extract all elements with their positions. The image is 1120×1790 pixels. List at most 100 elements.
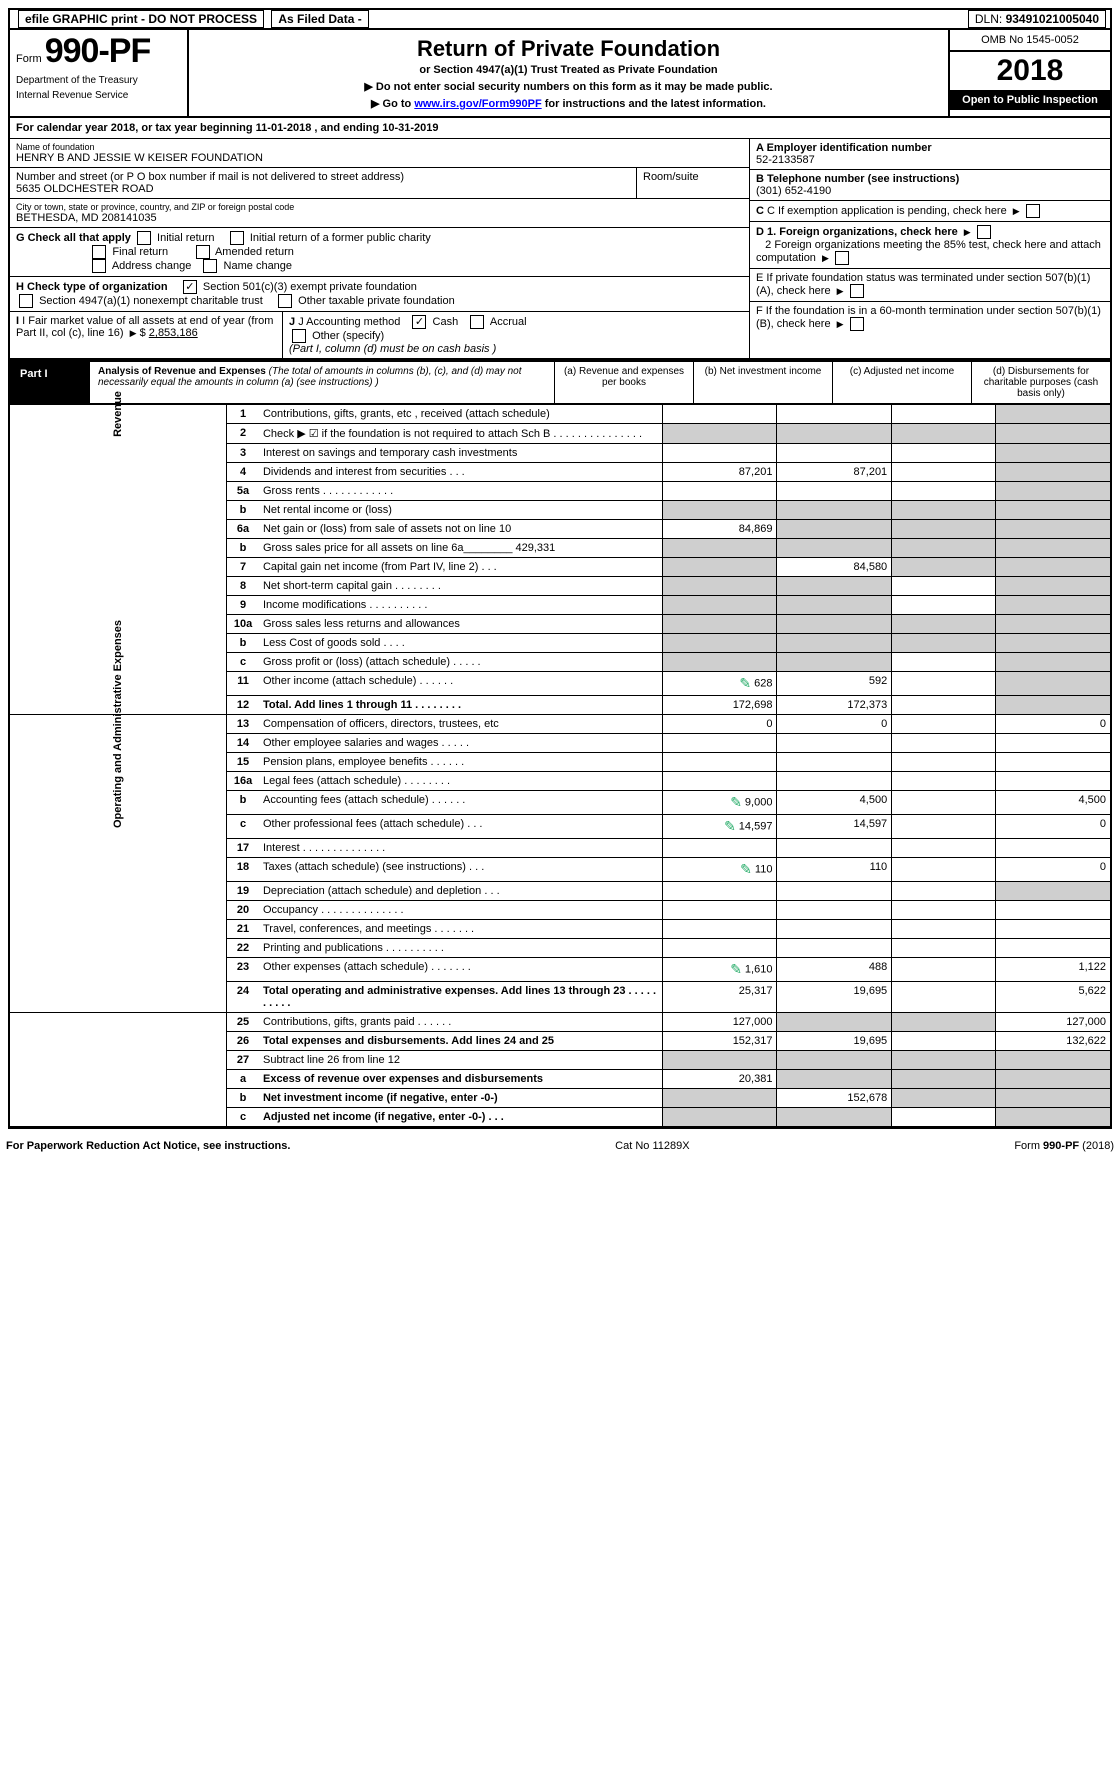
pen-icon[interactable]: ✎	[730, 961, 742, 978]
val-18b: 110	[777, 858, 892, 882]
chk-other-method[interactable]	[292, 329, 306, 343]
chk-other-tax[interactable]	[278, 294, 292, 308]
chk-accrual[interactable]	[470, 315, 484, 329]
d2-label: 2 Foreign organizations meeting the 85% …	[756, 239, 1101, 264]
desc-20: Occupancy . . . . . . . . . . . . . .	[259, 901, 662, 920]
open-public: Open to Public Inspection	[950, 90, 1110, 110]
desc-26: Total expenses and disbursements. Add li…	[263, 1035, 554, 1047]
f-row: F If the foundation is in a 60-month ter…	[750, 302, 1110, 334]
desc-27: Subtract line 26 from line 12	[259, 1051, 662, 1070]
opt-amended: Amended return	[215, 246, 294, 258]
ln-22: 22	[227, 939, 259, 958]
chk-amended[interactable]	[196, 245, 210, 259]
chk-e[interactable]	[850, 284, 864, 298]
desc-7: Capital gain net income (from Part IV, l…	[259, 558, 662, 577]
h-check-row: H Check type of organization ✓ Section 5…	[10, 277, 749, 312]
footer-left: For Paperwork Reduction Act Notice, see …	[6, 1140, 290, 1152]
val-4a: 87,201	[662, 463, 777, 482]
name-label: Name of foundation	[16, 142, 743, 152]
chk-address[interactable]	[92, 259, 106, 273]
form-page: efile GRAPHIC print - DO NOT PROCESS As …	[8, 8, 1112, 1129]
chk-name[interactable]	[203, 259, 217, 273]
part-title: Analysis of Revenue and Expenses	[98, 366, 266, 377]
chk-exempt-pending[interactable]	[1026, 204, 1040, 218]
val-4b: 87,201	[777, 463, 892, 482]
pen-icon[interactable]: ✎	[730, 794, 742, 811]
desc-27c: Adjusted net income (if negative, enter …	[263, 1111, 504, 1123]
chk-4947[interactable]	[19, 294, 33, 308]
f-label: F If the foundation is in a 60-month ter…	[756, 305, 1101, 330]
ln-16a: 16a	[227, 772, 259, 791]
col-c-head: (c) Adjusted net income	[833, 362, 972, 403]
chk-final[interactable]	[92, 245, 106, 259]
expenses-side-label: Operating and Administrative Expenses	[10, 715, 227, 1013]
dln-label: DLN:	[975, 12, 1002, 26]
foundation-name: HENRY B AND JESSIE W KEISER FOUNDATION	[16, 152, 743, 164]
j-label: J Accounting method	[298, 316, 400, 328]
chk-f[interactable]	[850, 317, 864, 331]
val-11a: 628	[754, 677, 772, 689]
desc-3: Interest on savings and temporary cash i…	[259, 444, 662, 463]
part1-table: Revenue 1 Contributions, gifts, grants, …	[10, 405, 1110, 1127]
form-title: Return of Private Foundation	[197, 36, 940, 62]
val-24d: 5,622	[996, 982, 1110, 1013]
col-d-head: (d) Disbursements for charitable purpose…	[972, 362, 1110, 403]
ln-16c: c	[227, 815, 259, 839]
chk-d1[interactable]	[977, 225, 991, 239]
col-b-head: (b) Net investment income	[694, 362, 833, 403]
h-label: H Check type of organization	[16, 281, 168, 293]
ln-27c: c	[227, 1108, 259, 1127]
chk-d2[interactable]	[835, 251, 849, 265]
dept-treasury: Department of the Treasury	[16, 75, 181, 86]
opt-4947: Section 4947(a)(1) nonexempt charitable …	[39, 295, 263, 307]
val-7b: 84,580	[777, 558, 892, 577]
ln-5b: b	[227, 501, 259, 520]
chk-cash[interactable]: ✓	[412, 315, 426, 329]
opt-name: Name change	[224, 260, 293, 272]
opt-final: Final return	[112, 246, 168, 258]
form-prefix: Form	[16, 53, 42, 65]
pen-icon[interactable]: ✎	[724, 818, 736, 835]
val-11b: 592	[777, 672, 892, 696]
desc-2: Check ▶ ☑ if the foundation is not requi…	[259, 424, 662, 444]
ln-20: 20	[227, 901, 259, 920]
spacer-side	[10, 1013, 227, 1127]
opt-initial-former: Initial return of a former public charit…	[250, 232, 431, 244]
tel-value: (301) 652-4190	[756, 185, 831, 197]
ln-6b: b	[227, 539, 259, 558]
header-center: Return of Private Foundation or Section …	[189, 30, 948, 116]
opt-other-tax: Other taxable private foundation	[298, 295, 455, 307]
chk-initial[interactable]	[137, 231, 151, 245]
val-16ca: 14,597	[739, 820, 773, 832]
c-label: C If exemption application is pending, c…	[767, 205, 1007, 217]
pen-icon[interactable]: ✎	[739, 675, 751, 692]
ij-row: I I Fair market value of all assets at e…	[10, 312, 749, 358]
foundation-name-row: Name of foundation HENRY B AND JESSIE W …	[10, 139, 749, 168]
ln-18: 18	[227, 858, 259, 882]
desc-15: Pension plans, employee benefits . . . .…	[259, 753, 662, 772]
omb-number: OMB No 1545-0052	[950, 30, 1110, 52]
info-left: Name of foundation HENRY B AND JESSIE W …	[10, 139, 749, 358]
cal-pre: For calendar year 2018, or tax year begi…	[16, 122, 256, 134]
opt-other-method: Other (specify)	[312, 330, 384, 342]
header-left: Form 990-PF Department of the Treasury I…	[10, 30, 189, 116]
chk-initial-former[interactable]	[230, 231, 244, 245]
ln-9: 9	[227, 596, 259, 615]
ln-21: 21	[227, 920, 259, 939]
cal-begin: 11-01-2018	[256, 122, 312, 134]
ln-6a: 6a	[227, 520, 259, 539]
j-note: (Part I, column (d) must be on cash basi…	[289, 343, 496, 355]
val-18a: 110	[755, 863, 773, 875]
ln-1: 1	[227, 405, 259, 424]
irs-link[interactable]: www.irs.gov/Form990PF	[414, 98, 541, 110]
val-16cb: 14,597	[777, 815, 892, 839]
address-row: Number and street (or P O box number if …	[10, 168, 749, 199]
ln-14: 14	[227, 734, 259, 753]
ln-27: 27	[227, 1051, 259, 1070]
city-value: BETHESDA, MD 208141035	[16, 212, 743, 224]
val-26a: 152,317	[662, 1032, 777, 1051]
chk-501c3[interactable]: ✓	[183, 280, 197, 294]
val-26b: 19,695	[777, 1032, 892, 1051]
desc-17: Interest . . . . . . . . . . . . . .	[259, 839, 662, 858]
pen-icon[interactable]: ✎	[740, 861, 752, 878]
